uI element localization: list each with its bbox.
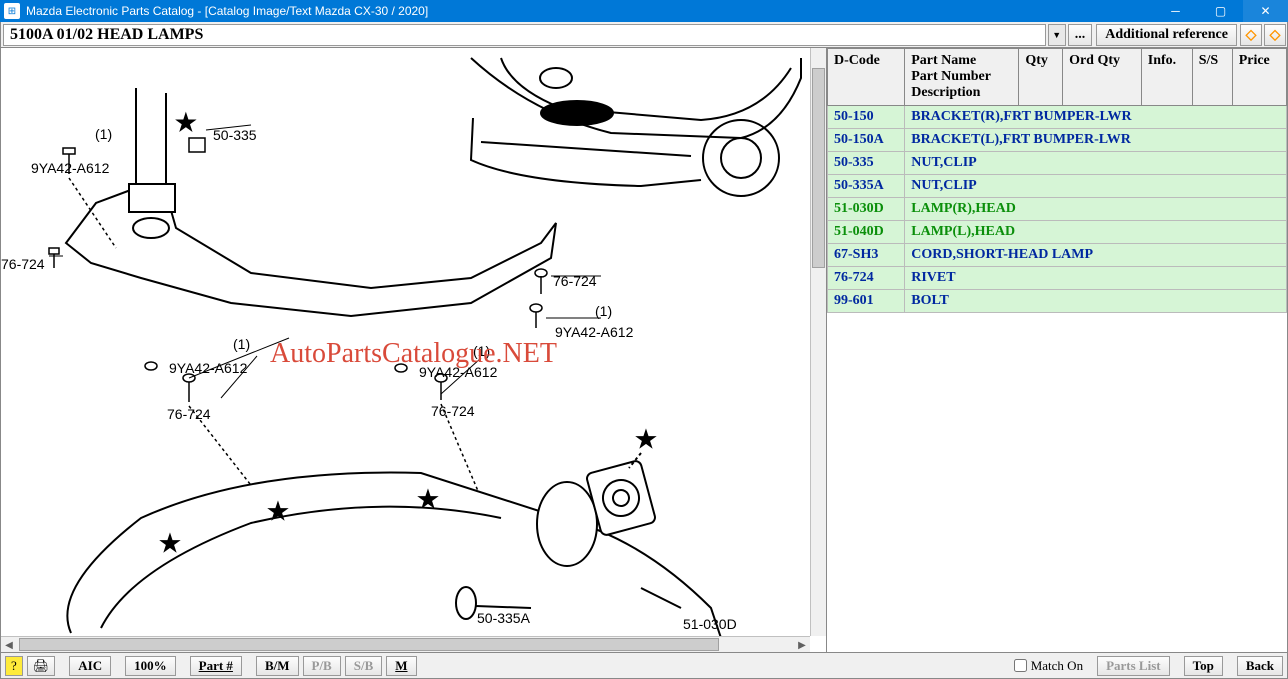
table-row[interactable]: 50-150ABRACKET(L),FRT BUMPER-LWR	[828, 129, 1287, 152]
diagram-label: 51-030D	[683, 616, 737, 632]
more-button[interactable]: ...	[1068, 24, 1093, 46]
main-content: ★ ★	[0, 48, 1288, 653]
svg-text:★: ★	[176, 110, 196, 135]
diagram-label: (1)	[595, 303, 612, 319]
cell-partname: BRACKET(R),FRT BUMPER-LWR	[905, 106, 1287, 129]
parts-diagram: ★ ★	[1, 48, 826, 652]
cell-partname: CORD,SHORT-HEAD LAMP	[905, 244, 1287, 267]
col-price[interactable]: Price	[1232, 49, 1286, 106]
table-row[interactable]: 51-040DLAMP(L),HEAD	[828, 221, 1287, 244]
cell-dcode: 50-150A	[828, 129, 905, 152]
table-row[interactable]: 67-SH3CORD,SHORT-HEAD LAMP	[828, 244, 1287, 267]
partnum-button[interactable]: Part #	[190, 656, 242, 676]
col-ss[interactable]: S/S	[1192, 49, 1232, 106]
cell-dcode: 51-030D	[828, 198, 905, 221]
parts-list-button[interactable]: Parts List	[1097, 656, 1170, 676]
cell-dcode: 99-601	[828, 290, 905, 313]
diagram-pane: ★ ★	[1, 48, 827, 652]
cell-partname: BOLT	[905, 290, 1287, 313]
nav-next-button[interactable]: ◇	[1264, 24, 1286, 46]
col-info[interactable]: Info.	[1141, 49, 1192, 106]
table-row[interactable]: 76-724RIVET	[828, 267, 1287, 290]
cell-partname: BRACKET(L),FRT BUMPER-LWR	[905, 129, 1287, 152]
breadcrumb-dropdown[interactable]: ▼	[1048, 24, 1066, 46]
diagram-label: 76-724	[167, 406, 211, 422]
svg-text:★: ★	[419, 489, 437, 511]
diagram-label: 76-724	[431, 403, 475, 419]
cell-partname: LAMP(R),HEAD	[905, 198, 1287, 221]
diagram-label: 9YA42-A612	[31, 160, 109, 176]
help-button[interactable]: ?	[5, 656, 23, 676]
print-button[interactable]: 🖨	[27, 656, 56, 676]
m-button[interactable]: M	[386, 656, 416, 676]
diagram-vscroll[interactable]	[810, 48, 826, 636]
parts-table: D-Code Part Name Part Number Description…	[827, 48, 1287, 313]
diagram-label: 9YA42-A612	[419, 364, 497, 380]
maximize-button[interactable]: ▢	[1198, 0, 1243, 22]
cell-dcode: 76-724	[828, 267, 905, 290]
section-breadcrumb[interactable]	[3, 24, 1046, 46]
cell-partname: NUT,CLIP	[905, 175, 1287, 198]
minimize-button[interactable]: ─	[1153, 0, 1198, 22]
table-row[interactable]: 50-335ANUT,CLIP	[828, 175, 1287, 198]
pb-button[interactable]: P/B	[303, 656, 341, 676]
col-partname[interactable]: Part Name Part Number Description	[905, 49, 1019, 106]
svg-text:★: ★	[161, 533, 179, 555]
table-row[interactable]: 50-150BRACKET(R),FRT BUMPER-LWR	[828, 106, 1287, 129]
table-row[interactable]: 50-335NUT,CLIP	[828, 152, 1287, 175]
cell-dcode: 50-150	[828, 106, 905, 129]
cell-partname: LAMP(L),HEAD	[905, 221, 1287, 244]
match-on-checkbox[interactable]: Match On	[1014, 658, 1083, 674]
diagram-label: (1)	[233, 336, 250, 352]
nav-prev-button[interactable]: ◇	[1240, 24, 1262, 46]
diagram-label: (1)	[95, 126, 112, 142]
diagram-label: (1)	[473, 343, 490, 359]
cell-dcode: 50-335A	[828, 175, 905, 198]
diagram-label: 50-335A	[477, 610, 530, 626]
col-qty[interactable]: Qty	[1019, 49, 1063, 106]
sb-button[interactable]: S/B	[345, 656, 383, 676]
additional-reference-button[interactable]: Additional reference	[1096, 24, 1237, 46]
top-button[interactable]: Top	[1184, 656, 1223, 676]
diagram-label: 50-335	[213, 127, 257, 143]
close-button[interactable]: ✕	[1243, 0, 1288, 22]
aic-button[interactable]: AIC	[69, 656, 111, 676]
svg-text:★: ★	[637, 429, 655, 451]
window-title: Mazda Electronic Parts Catalog - [Catalo…	[26, 4, 428, 18]
main-toolbar: ▼ ... Additional reference ◇ ◇	[0, 22, 1288, 48]
cell-dcode: 51-040D	[828, 221, 905, 244]
zoom-button[interactable]: 100%	[125, 656, 176, 676]
window-titlebar: ⊞ Mazda Electronic Parts Catalog - [Cata…	[0, 0, 1288, 22]
bm-button[interactable]: B/M	[256, 656, 299, 676]
cell-partname: RIVET	[905, 267, 1287, 290]
col-dcode[interactable]: D-Code	[828, 49, 905, 106]
cell-partname: NUT,CLIP	[905, 152, 1287, 175]
diagram-label: 9YA42-A612	[169, 360, 247, 376]
diagram-label: 76-724	[553, 273, 597, 289]
app-icon: ⊞	[4, 3, 20, 19]
diagram-label: 9YA42-A612	[555, 324, 633, 340]
col-ordqty[interactable]: Ord Qty	[1063, 49, 1142, 106]
parts-list-pane: D-Code Part Name Part Number Description…	[827, 48, 1287, 652]
cell-dcode: 67-SH3	[828, 244, 905, 267]
back-button[interactable]: Back	[1237, 656, 1283, 676]
status-bar: ? 🖨 AIC 100% Part # B/M P/B S/B M Match …	[0, 653, 1288, 679]
diagram-label: 76-724	[1, 256, 45, 272]
table-row[interactable]: 99-601BOLT	[828, 290, 1287, 313]
cell-dcode: 50-335	[828, 152, 905, 175]
table-row[interactable]: 51-030DLAMP(R),HEAD	[828, 198, 1287, 221]
svg-text:★: ★	[269, 501, 287, 523]
diagram-hscroll[interactable]: ◀ ▶	[1, 636, 810, 652]
